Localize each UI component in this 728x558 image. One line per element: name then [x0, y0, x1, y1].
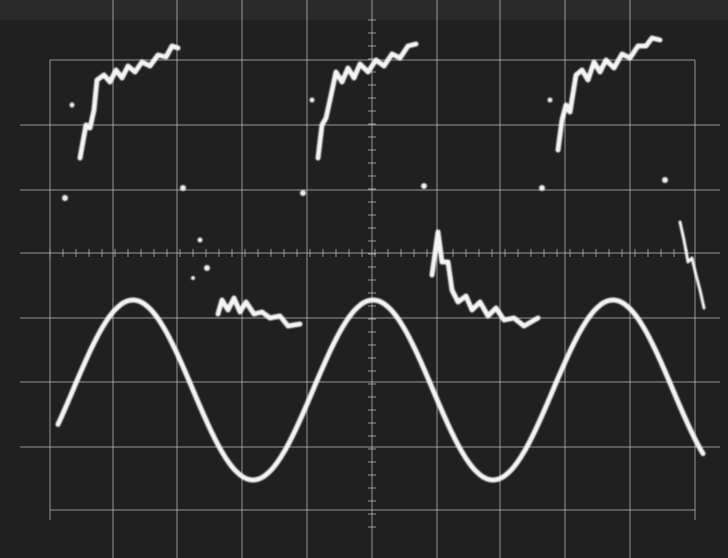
top-border [0, 0, 728, 20]
dot [300, 190, 306, 196]
page: (() => { const svg = document.querySelec… [0, 0, 728, 558]
dot [198, 238, 203, 243]
dot [662, 177, 668, 183]
dot [70, 103, 75, 108]
dot [548, 98, 553, 103]
oscilloscope-screen [0, 0, 728, 558]
dot [310, 98, 315, 103]
dot [62, 195, 68, 201]
dot [421, 183, 427, 189]
dot [539, 185, 545, 191]
dot [180, 185, 186, 191]
dot [191, 276, 195, 280]
dot [204, 265, 210, 271]
